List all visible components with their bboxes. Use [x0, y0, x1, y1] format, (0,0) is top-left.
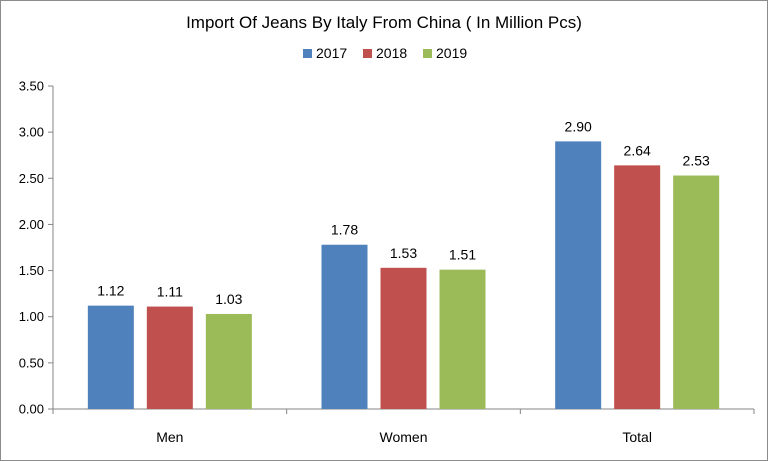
y-axis: 0.00 0.50 1.00 1.50 2.00 2.50 3.00 3.50: [19, 79, 54, 417]
data-label-total-2017: 2.90: [565, 118, 592, 134]
bar-women-2018: [380, 267, 427, 409]
data-label-total-2019: 2.53: [683, 153, 710, 169]
bar-total-2019: [673, 175, 720, 409]
legend-label-2018: 2018: [376, 45, 407, 61]
x-axis: Men Women Total: [52, 408, 755, 445]
y-tick-label: 1.00: [19, 309, 44, 324]
bar-women-2019: [439, 269, 486, 409]
legend-label-2017: 2017: [316, 45, 347, 61]
x-tick-label-total: Total: [622, 429, 652, 445]
bar-total-2017: [555, 141, 602, 409]
legend-label-2019: 2019: [436, 45, 467, 61]
y-tick-label: 0.50: [19, 355, 44, 370]
x-tick-label-women: Women: [380, 429, 428, 445]
legend-swatch-2019: [423, 49, 432, 58]
bar-men-2019: [205, 313, 252, 409]
data-label-women-2019: 1.51: [449, 247, 476, 263]
data-label-women-2018: 1.53: [390, 245, 417, 261]
y-tick-label: 3.50: [19, 79, 44, 94]
y-tick-label: 2.00: [19, 217, 44, 232]
legend: 2017 2018 2019: [303, 45, 467, 61]
y-tick-label: 0.00: [19, 402, 44, 417]
y-tick-label: 3.00: [19, 125, 44, 140]
x-tick-label-men: Men: [156, 429, 183, 445]
data-label-men-2018: 1.11: [157, 284, 183, 300]
chart-title: Import Of Jeans By Italy From China ( In…: [186, 13, 582, 32]
y-tick-label: 2.50: [19, 171, 44, 186]
data-label-total-2018: 2.64: [624, 142, 651, 158]
data-labels: 1.12 1.11 1.03 1.78 1.53 1.51 2.90 2.64 2.53: [97, 118, 710, 307]
y-tick-label: 1.50: [19, 263, 44, 278]
legend-swatch-2018: [363, 49, 372, 58]
legend-swatch-2017: [303, 49, 312, 58]
bar-men-2017: [87, 305, 134, 409]
bars: [87, 141, 720, 409]
data-label-men-2019: 1.03: [215, 291, 242, 307]
bar-total-2018: [614, 165, 661, 409]
bar-women-2017: [321, 244, 368, 409]
data-label-men-2017: 1.12: [97, 283, 124, 299]
bar-men-2018: [146, 306, 193, 409]
data-label-women-2017: 1.78: [331, 222, 358, 238]
